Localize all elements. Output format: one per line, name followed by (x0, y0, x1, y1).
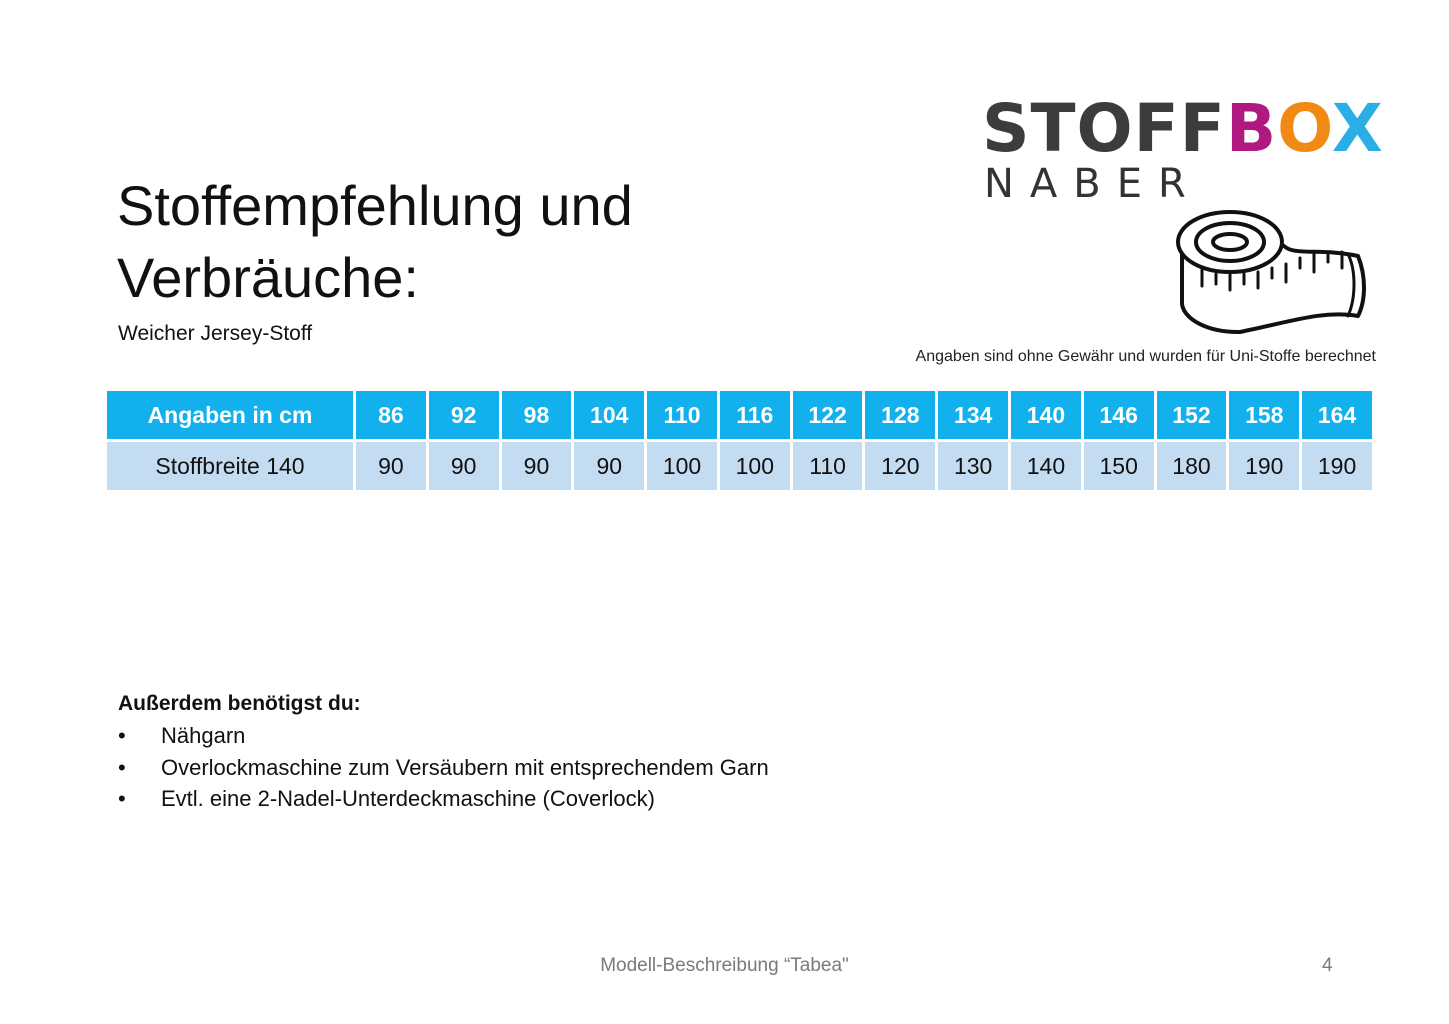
header-label: Angaben in cm (107, 391, 353, 439)
value-cell: 90 (501, 442, 572, 490)
logo-part-o: O (1277, 90, 1332, 167)
measuring-tape-icon (1176, 210, 1366, 335)
value-cell: 190 (1229, 442, 1300, 490)
fabric-requirement-table: Angaben in cm 86 92 98 104 110 116 122 1… (104, 388, 1375, 493)
logo-part-x: X (1331, 90, 1384, 167)
row-label: Stoffbreite 140 (107, 442, 353, 490)
size-header: 164 (1302, 391, 1372, 439)
value-cell: 130 (938, 442, 1009, 490)
fabric-subtitle: Weicher Jersey-Stoff (118, 322, 313, 345)
value-cell: 90 (428, 442, 499, 490)
bullet-icon: • (118, 754, 126, 780)
list-item-text: Overlockmaschine zum Versäubern mit ents… (161, 754, 769, 780)
size-header: 116 (719, 391, 790, 439)
page-title: Stoffempfehlung und Verbräuche: (117, 170, 633, 314)
size-header: 158 (1229, 391, 1300, 439)
bullet-icon: • (118, 723, 126, 748)
size-header: 134 (938, 391, 1009, 439)
extras-section: Außerdem benötigst du: • Nähgarn • Overloc… (118, 688, 769, 815)
list-item: • Evtl. eine 2-Nadel-Unterdeckmaschine (C… (118, 783, 769, 815)
size-header: 140 (1011, 391, 1081, 439)
logo-part-stoff: STOFF (982, 90, 1226, 167)
title-line-1: Stoffempfehlung und (117, 174, 633, 237)
size-header: 122 (792, 391, 863, 439)
value-cell: 90 (574, 442, 645, 490)
size-header: 98 (501, 391, 572, 439)
list-item-text: Evtl. eine 2-Nadel-Unterdeckmaschine (Co… (161, 786, 655, 811)
size-header: 146 (1083, 391, 1154, 439)
list-item: • Overlockmaschine zum Versäubern mit ent… (118, 752, 769, 784)
value-cell: 110 (792, 442, 863, 490)
size-header: 110 (647, 391, 717, 439)
logo-part-b: B (1225, 90, 1278, 167)
value-cell: 150 (1083, 442, 1154, 490)
extras-heading: Außerdem benötigst du: (118, 692, 361, 715)
extras-list: • Nähgarn • Overlockmaschine zum Versäuber… (118, 720, 769, 815)
stoffbox-naber-logo: STOFFBOX NABER (982, 92, 1392, 212)
table-row: Stoffbreite 140 90 90 90 90 100 100 110 … (107, 442, 1372, 490)
footer-title: Modell-Beschreibung “Tabea" (600, 955, 849, 976)
value-cell: 180 (1156, 442, 1227, 490)
size-header: 152 (1156, 391, 1227, 439)
logo-wordmark: STOFFBOX (982, 92, 1384, 166)
size-header: 86 (356, 391, 426, 439)
logo-subtitle: NABER (984, 161, 1202, 207)
list-item: • Nähgarn (118, 720, 769, 752)
size-header: 128 (865, 391, 936, 439)
size-header: 92 (428, 391, 499, 439)
page-number: 4 (1322, 955, 1333, 976)
value-cell: 90 (356, 442, 426, 490)
table-header-row: Angaben in cm 86 92 98 104 110 116 122 1… (107, 391, 1372, 439)
value-cell: 190 (1302, 442, 1372, 490)
size-header: 104 (574, 391, 645, 439)
list-item-text: Nähgarn (161, 723, 246, 748)
bullet-icon: • (118, 786, 126, 811)
value-cell: 100 (719, 442, 790, 490)
value-cell: 120 (865, 442, 936, 490)
disclaimer-note: Angaben sind ohne Gewähr und wurden für … (915, 348, 1376, 365)
value-cell: 140 (1011, 442, 1081, 490)
value-cell: 100 (647, 442, 717, 490)
title-line-2: Verbräuche: (117, 246, 419, 309)
